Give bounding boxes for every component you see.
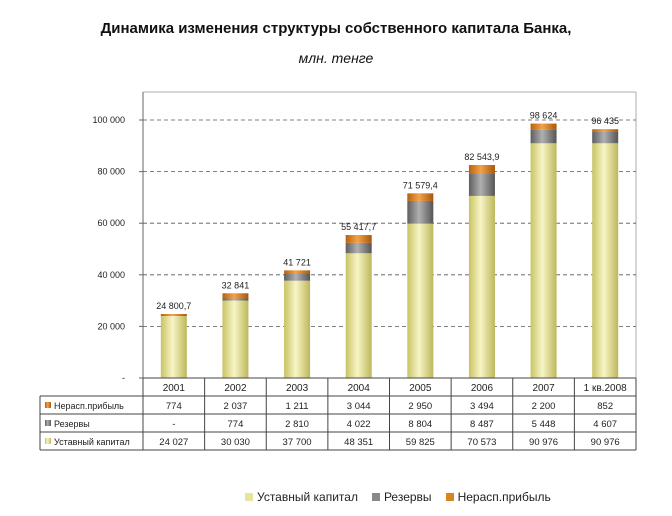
bar-profit [345,235,372,243]
chart-title: Динамика изменения структуры собственног… [100,20,572,37]
bar-reserves [592,131,619,144]
table-cell: 2 200 [532,401,556,412]
table-series-label: Нерасп.прибыль [54,401,124,411]
table-cell: 2 810 [285,419,309,430]
bar-capital [592,143,619,378]
bar-capital [530,143,557,378]
table-swatch-profit [45,402,51,408]
bar-total-label: 55 417,7 [341,222,376,232]
bar-profit [530,123,557,130]
table-cell: 3 494 [470,401,494,412]
legend-label-reserves: Резервы [383,490,432,504]
bar-reserves [345,242,372,254]
table-cell: 4 022 [347,419,371,430]
bar-total-label: 82 543,9 [464,152,499,162]
bar-profit [592,129,619,132]
bar-profit [468,165,495,175]
table-cell: 8 804 [408,419,432,430]
bar-capital [222,300,249,378]
bar-total-label: 71 579,4 [403,180,438,190]
table-swatch-reserves [45,420,51,426]
table-cell: 852 [597,401,613,412]
legend-item-profit: Нерасп.прибыль [445,490,551,504]
legend-label-profit: Нерасп.прибыль [457,490,551,504]
bar-capital [345,253,372,378]
chart-subtitle: млн. тенге [298,50,374,66]
table-cell: 1 211 [286,401,309,412]
y-tick-label: 40 000 [97,270,125,280]
bar-profit [407,193,434,201]
category-label: 2002 [224,383,247,394]
category-label: 2003 [286,383,309,394]
table-cell: 70 573 [467,437,496,448]
bar-reserves [530,129,557,144]
table-cell: 37 700 [283,437,312,448]
bar-total-label: 24 800,7 [156,301,191,311]
legend-swatch-profit [445,493,454,501]
category-label: 2005 [409,383,432,394]
y-tick-label: 20 000 [97,321,125,331]
bar-total-label: 32 841 [222,280,250,290]
legend-swatch-reserves [371,493,380,501]
bar-capital [284,280,311,378]
category-label: 1 кв.2008 [584,383,627,394]
table-cell: 5 448 [532,419,556,430]
table-cell: 774 [228,419,244,430]
legend-item-capital: Уставный капитал [245,490,358,504]
table-cell: - [172,419,175,430]
bar-reserves [284,273,311,281]
chart-legend: Уставный капитал Резервы Нерасп.прибыль [245,490,565,504]
table-cell: 30 030 [221,437,250,448]
table-cell: 774 [166,401,182,412]
table-cell: 3 044 [347,401,371,412]
y-tick-label: 100 000 [92,115,125,125]
bar-capital [407,223,434,378]
category-label: 2006 [471,383,494,394]
table-swatch-capital [45,438,51,444]
bar-capital [468,195,495,378]
bar-reserves [222,298,249,301]
y-tick-label: 60 000 [97,218,125,228]
table-cell: 48 351 [344,437,373,448]
table-cell: 24 027 [159,437,188,448]
table-cell: 90 976 [591,437,620,448]
bar-profit [284,270,311,274]
bar-capital [160,316,187,378]
category-label: 2004 [348,383,371,394]
bar-total-label: 41 721 [283,257,311,267]
bar-total-label: 98 624 [530,111,558,121]
table-series-label: Уставный капитал [54,437,130,447]
table-cell: 2 037 [224,401,248,412]
table-cell: 59 825 [406,437,435,448]
legend-item-reserves: Резервы [371,490,432,504]
legend-label-capital: Уставный капитал [257,490,358,504]
bar-total-label: 96 435 [591,116,619,126]
bar-reserves [407,200,434,224]
category-label: 2001 [163,383,186,394]
category-label: 2007 [532,383,555,394]
table-cell: 90 976 [529,437,558,448]
table-cell: 8 487 [470,419,494,430]
bar-profit [222,293,249,299]
legend-swatch-capital [245,493,253,501]
bar-reserves [468,174,495,196]
table-cell: 2 950 [408,401,432,412]
y-tick-label: 80 000 [97,167,125,177]
bar-profit [160,314,187,317]
y-tick-label: - [122,373,125,383]
table-series-label: Резервы [54,419,90,429]
table-cell: 4 607 [593,419,617,430]
